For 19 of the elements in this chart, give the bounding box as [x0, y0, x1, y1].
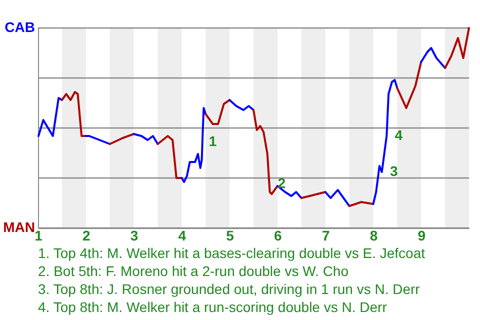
annotation: 4 — [394, 127, 403, 143]
annotation: 3 — [390, 163, 398, 179]
x-tick-label: 6 — [274, 228, 282, 244]
x-tick-label: 3 — [130, 228, 138, 244]
annotation: 2 — [278, 175, 286, 191]
text: 2. Bot 5th: F. Moreno hit a 2-run double vs W. Cho — [38, 262, 350, 280]
text: 4. Top 8th: M. Welker hit a run-scoring double vs N. Derr — [38, 298, 388, 316]
x-tick-label: 5 — [226, 228, 234, 244]
x-tick-label: 8 — [370, 228, 378, 244]
annotation: 1 — [208, 133, 217, 149]
x-tick-label: 1 — [34, 228, 43, 244]
x-tick-label: 4 — [178, 228, 186, 244]
ref-line-label: MAN — [3, 219, 35, 235]
ref-line-label: CAB — [4, 19, 35, 35]
text: 1. Top 4th: M. Welker hit a bases-clearing double vs E. Jefcoat — [38, 244, 426, 262]
text: 3. Top 8th: J. Rosner grounded out, driving in 1 run vs N. Derr — [38, 280, 421, 298]
x-tick-label: 2 — [82, 228, 90, 244]
x-tick-label: 9 — [418, 228, 426, 244]
x-tick-label: 7 — [322, 228, 330, 244]
